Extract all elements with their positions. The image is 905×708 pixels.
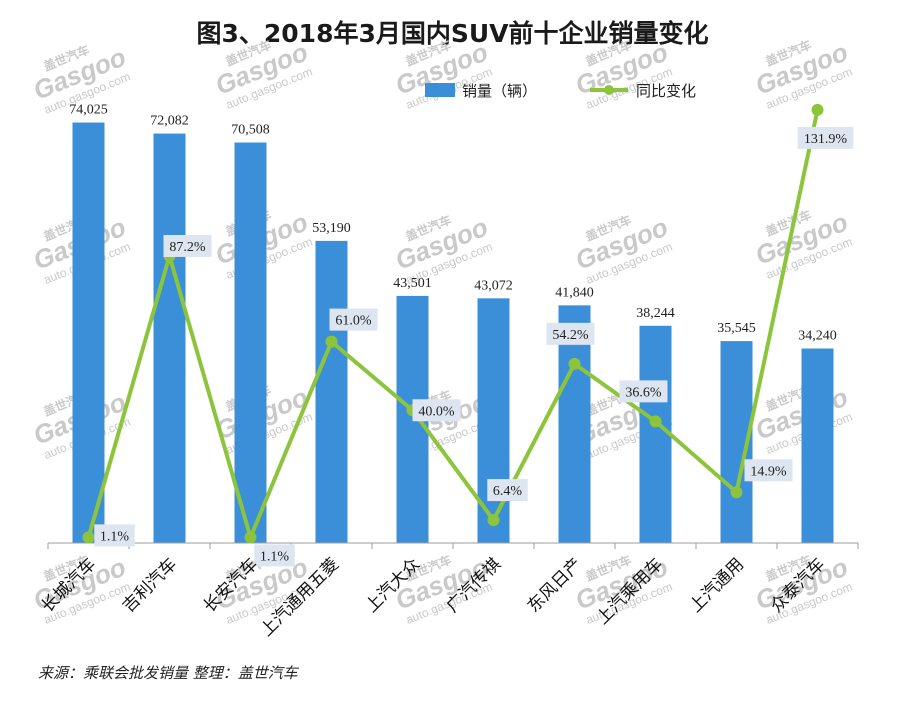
- line-data-label-box: [254, 544, 295, 567]
- chart-title: 图3、2018年3月国内SUV前十企业销量变化: [196, 19, 709, 48]
- line-data-label-box: [487, 479, 528, 502]
- line-data-label: 61.0%: [335, 314, 372, 329]
- bar: [639, 325, 672, 543]
- line-data-label: 14.9%: [750, 464, 787, 479]
- legend: 销量（辆） 同比变化: [425, 82, 696, 100]
- bar-data-label: 43,072: [474, 278, 513, 293]
- bar-data-label: 38,244: [636, 306, 675, 321]
- line-marker: [568, 357, 581, 370]
- bar: [315, 240, 348, 543]
- line-marker: [325, 335, 338, 348]
- line-data-labels: 1.1% 87.2% 1.1% 61.0% 40.0% 6.4% 54.2% 36.6% 14.…: [94, 126, 854, 567]
- bar: [234, 142, 267, 543]
- line-data-label: 40.0%: [418, 404, 455, 419]
- line-marker: [82, 531, 95, 544]
- line-marker: [730, 486, 743, 499]
- bar: [153, 133, 186, 544]
- bar-data-label: 43,501: [393, 276, 432, 291]
- line-data-label-box: [412, 399, 461, 422]
- bar-data-label: 53,190: [312, 221, 351, 236]
- line-data-label: 54.2%: [552, 328, 589, 343]
- line-data-label-box: [329, 308, 378, 331]
- line-data-label: 1.1%: [260, 549, 290, 564]
- line-data-label-box: [546, 322, 595, 345]
- line-data-label: 87.2%: [169, 240, 206, 255]
- line-data-label: 131.9%: [804, 132, 848, 147]
- bar-data-label: 34,240: [798, 329, 837, 344]
- line-marker: [811, 103, 824, 116]
- line-data-label-box: [744, 459, 793, 482]
- chart-source-note: 来源：乘联会批发销量 整理：盖世汽车: [38, 664, 298, 682]
- line-marker: [244, 531, 257, 544]
- x-axis-ticks: [47, 543, 859, 549]
- bar-data-label: 35,545: [717, 321, 756, 336]
- category-label: 上汽通用: [686, 554, 748, 616]
- line-data-label-box: [94, 524, 135, 547]
- bar-data-label: 70,508: [231, 123, 270, 138]
- line-data-label-box: [619, 380, 668, 403]
- line-data-label: 36.6%: [625, 385, 662, 400]
- line-data-label-box: [797, 126, 854, 149]
- bar-data-labels: 74,025 72,082 70,508 53,190 43,501 43,072 41,8…: [69, 103, 837, 344]
- line-series: [82, 103, 824, 544]
- bar: [72, 122, 105, 544]
- bar: [801, 348, 834, 543]
- line-data-label: 6.4%: [493, 484, 523, 499]
- line-data-label-box: [163, 234, 212, 257]
- bar-data-label: 72,082: [150, 114, 189, 129]
- bar-data-label: 41,840: [555, 285, 594, 300]
- legend-label-bar: 销量（辆）: [462, 82, 537, 100]
- legend-swatch-bar: [425, 83, 455, 97]
- bar: [558, 305, 591, 543]
- line-path: [86, 109, 820, 540]
- line-marker: [649, 415, 662, 428]
- legend-label-line: 同比变化: [636, 82, 696, 100]
- line-data-label: 1.1%: [100, 529, 130, 544]
- legend-swatch-marker: [604, 85, 614, 95]
- bar-data-label: 74,025: [69, 103, 108, 118]
- line-marker: [487, 514, 500, 527]
